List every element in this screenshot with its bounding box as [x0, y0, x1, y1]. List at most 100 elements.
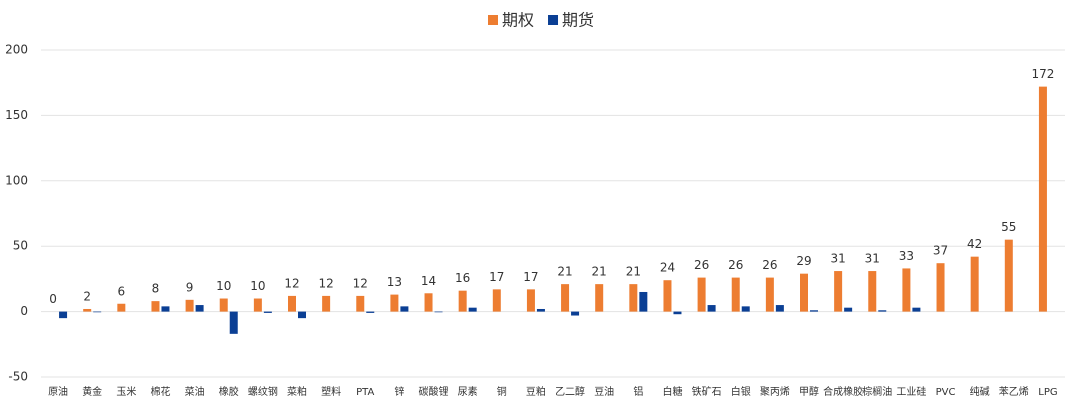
x-tick-label: 菜油: [185, 385, 205, 398]
legend-swatch: [548, 15, 559, 25]
bar: [970, 256, 979, 312]
bar: [59, 311, 68, 319]
x-tick-label: 玉米: [116, 385, 136, 398]
y-tick-label: -50: [8, 370, 28, 384]
data-label: 172: [1031, 67, 1054, 81]
data-label: 10: [216, 279, 231, 293]
bar: [400, 306, 409, 312]
x-tick-label: 铁矿石: [692, 385, 722, 398]
bar: [629, 284, 638, 312]
bar: [697, 277, 706, 312]
bar: [117, 303, 126, 312]
bar: [775, 305, 784, 312]
x-tick-label: 苯乙烯: [999, 385, 1029, 398]
data-label: 31: [830, 252, 845, 266]
x-tick-label: 工业硅: [896, 385, 926, 398]
bar: [424, 293, 433, 312]
y-tick-label: 100: [5, 173, 28, 187]
bar: [526, 289, 535, 312]
bar: [298, 311, 306, 319]
y-tick-label: 150: [5, 108, 28, 122]
bar: [571, 311, 580, 316]
x-tick-label: 塑料: [321, 385, 341, 398]
x-tick-label: 白糖: [662, 385, 682, 398]
x-tick-label: 原油: [48, 385, 68, 398]
legend-label: 期货: [562, 11, 594, 30]
x-tick-label: LPG: [1038, 387, 1057, 398]
data-label: 21: [592, 265, 607, 279]
data-label: 37: [933, 244, 948, 258]
data-label: 29: [796, 254, 811, 268]
bar: [810, 310, 818, 312]
bar: [731, 277, 740, 312]
x-tick-label: 锌: [394, 385, 404, 398]
x-tick-label: 棕榈油: [862, 385, 892, 398]
legend-label: 期权: [502, 11, 534, 30]
data-label: 21: [557, 265, 572, 279]
x-tick-label: 聚丙烯: [760, 385, 790, 398]
x-tick-label: 螺纹钢: [248, 385, 278, 398]
x-tick-label: 尿素: [458, 385, 478, 398]
bar: [195, 305, 204, 312]
bar: [1004, 239, 1013, 312]
data-label: 42: [967, 237, 982, 251]
bar: [878, 310, 887, 312]
data-label: 26: [728, 258, 743, 272]
bar: [595, 284, 604, 312]
y-tick-label: 200: [5, 43, 28, 57]
data-label: 55: [1001, 220, 1016, 234]
data-label: 17: [523, 270, 538, 284]
data-label: 0: [49, 292, 57, 306]
data-label: 8: [152, 282, 160, 296]
x-tick-label: 菜粕: [287, 385, 307, 398]
bar: [356, 295, 365, 312]
bar: [83, 308, 92, 312]
data-label: 9: [186, 280, 194, 294]
bar: [639, 291, 648, 312]
x-tick-label: 甲醇: [799, 385, 819, 398]
bar: [219, 298, 228, 312]
x-tick-label: 铜: [497, 386, 507, 398]
data-label: 26: [694, 258, 709, 272]
x-tick-label: 乙二醇: [555, 385, 585, 398]
bar: [458, 290, 467, 312]
x-tick-label: 棉花: [150, 385, 170, 398]
x-tick-label: 豆油: [594, 385, 614, 398]
data-label: 24: [660, 261, 675, 275]
bar: [707, 305, 716, 312]
y-tick-label: 50: [13, 239, 28, 253]
data-label: 13: [387, 275, 402, 289]
data-label: 12: [353, 276, 368, 290]
x-tick-label: PVC: [936, 387, 956, 398]
bar: [93, 311, 102, 313]
data-label: 16: [455, 271, 470, 285]
data-label: 12: [318, 276, 333, 290]
bar: [834, 271, 843, 312]
bar: [536, 308, 545, 312]
data-label: 33: [899, 249, 914, 263]
bar: [366, 311, 375, 313]
x-tick-label: 合成橡胶: [823, 385, 863, 398]
bar: [161, 306, 170, 312]
bar: [390, 294, 399, 312]
y-tick-label: 0: [20, 304, 28, 318]
bar: [765, 277, 774, 312]
bar: [800, 273, 808, 312]
data-label: 10: [250, 279, 265, 293]
x-tick-label: 铝: [633, 386, 643, 398]
data-label: 17: [489, 270, 504, 284]
x-tick-label: 橡胶: [219, 385, 239, 398]
bar: [1038, 86, 1047, 312]
bar: [434, 311, 443, 313]
bar: [902, 268, 911, 312]
data-label: 21: [626, 265, 641, 279]
bar: [844, 307, 853, 312]
bar: [492, 289, 501, 312]
x-tick-label: 碳酸锂: [419, 385, 449, 398]
data-label: 6: [118, 284, 126, 298]
bar: [868, 271, 877, 312]
x-tick-label: PTA: [356, 387, 374, 398]
bar: [741, 306, 750, 312]
bar: [229, 311, 238, 334]
